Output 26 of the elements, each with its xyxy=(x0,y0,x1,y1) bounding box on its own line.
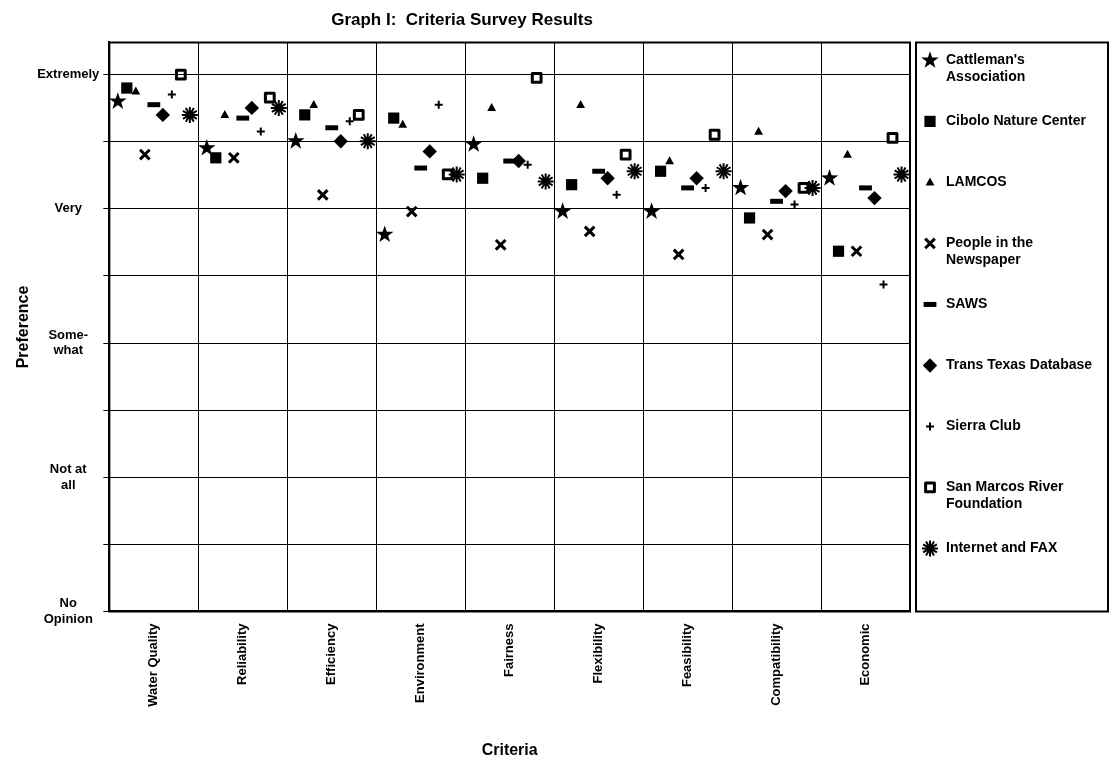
legend-label: Sierra Club xyxy=(946,417,1021,434)
text: Very xyxy=(54,200,83,216)
text: No Opinion xyxy=(43,595,93,626)
x-tick-label: Flexibility xyxy=(590,622,606,684)
text: Extremely xyxy=(37,66,101,82)
legend-label: Cibolo Nature Center xyxy=(946,112,1087,129)
x-axis-title: Criteria xyxy=(481,740,538,758)
x-tick-label: Feasibility xyxy=(679,622,695,688)
legend-label: Cattleman's Association xyxy=(946,51,1026,85)
x-tick-label: Economic xyxy=(857,623,873,686)
legend-label: LAMCOS xyxy=(946,173,1007,190)
x-tick-label: Efficiency xyxy=(323,622,339,685)
legend-label: San Marcos River Foundation xyxy=(946,478,1065,512)
x-tick-label: Reliability xyxy=(234,622,250,685)
x-tick-label: Environment xyxy=(412,622,428,703)
x-tick-label: Fairness xyxy=(501,623,517,677)
chart-title: Graph I: Criteria Survey Results xyxy=(331,9,593,29)
y-axis-title: Preference xyxy=(14,285,32,369)
legend-label: Trans Texas Database xyxy=(946,356,1093,373)
legend-label: Internet and FAX xyxy=(946,539,1058,556)
x-tick-label: Compatibility xyxy=(768,622,784,706)
legend-label: People in the Newspaper xyxy=(946,234,1034,268)
legend-label: SAWS xyxy=(946,295,988,312)
x-tick-label: Water Quality xyxy=(145,622,161,707)
text: Not at all xyxy=(49,461,88,492)
text: Some-what xyxy=(48,326,89,358)
